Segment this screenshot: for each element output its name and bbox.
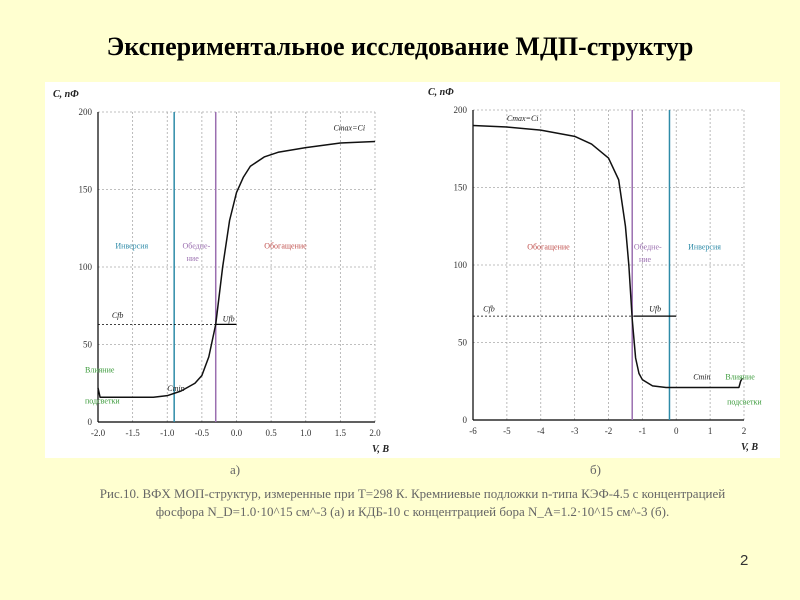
illumination-label-2: подсветки: [85, 396, 120, 405]
x-tick-label: -4: [537, 426, 545, 436]
uth-label: Ufb: [649, 305, 661, 314]
y-tick-label: 0: [463, 415, 468, 425]
y-tick-label: 50: [458, 338, 468, 348]
label-a: а): [230, 462, 241, 477]
region-depletion-2: ние: [639, 255, 652, 264]
illumination-label: Влияние: [85, 365, 115, 374]
region-depletion: Обедне-: [182, 241, 210, 250]
label-b: б): [590, 462, 601, 477]
caption-line-2: фосфора N_D=1.0·10^15 см^-3 (а) и КДБ-10…: [155, 504, 670, 519]
x-tick-label: 1: [708, 426, 713, 436]
region-depletion-2: ние: [187, 254, 200, 263]
cmin-label: Cmin: [693, 373, 710, 382]
region-depletion: Обедне-: [634, 243, 662, 252]
x-tick-label: 1.0: [300, 428, 312, 438]
x-axis-label: V, В: [372, 444, 389, 455]
x-tick-label: -5: [503, 426, 511, 436]
region-accumulation: Обогащение: [264, 241, 307, 250]
cv-charts: -2.0 -1.5 -1.0 -0.5 0.0 0.5 1.0 1.5 2.0050100150…: [53, 87, 762, 455]
x-tick-label: 1.5: [335, 428, 347, 438]
uth-label: Ufb: [223, 314, 235, 323]
y-tick-label: 100: [454, 260, 468, 270]
y-tick-label: 150: [454, 183, 468, 193]
figure: -2.0 -1.5 -1.0 -0.5 0.0 0.5 1.0 1.5 2.0 0 50 100 150…: [45, 82, 780, 458]
region-inversion: Инверсия: [115, 241, 148, 250]
cv-curve: [97, 140, 376, 398]
y-tick-label: 100: [79, 262, 93, 272]
x-tick-label: -2.0: [91, 428, 106, 438]
cth-label: Cfb: [483, 305, 495, 314]
x-tick-label: 0: [674, 426, 679, 436]
page-number: 2: [740, 552, 749, 569]
cv-curve: [472, 124, 743, 389]
x-axis-label: V, В: [741, 442, 758, 453]
x-tick-label: -1.5: [126, 428, 141, 438]
y-axis-label: C, пФ: [53, 89, 79, 100]
y-tick-label: 50: [83, 340, 93, 350]
slide-title: Экспериментальное исследование МДП-струк…: [106, 32, 694, 61]
x-tick-label: -6: [469, 426, 477, 436]
x-tick-label: -0.5: [195, 428, 210, 438]
y-tick-label: 0: [88, 417, 93, 427]
x-tick-label: 0.5: [266, 428, 278, 438]
cmax-label: Cmax=Ci: [333, 124, 365, 133]
illumination-label: Влияние: [725, 373, 755, 382]
x-tick-label: -3: [571, 426, 579, 436]
region-inversion: Инверсия: [688, 243, 721, 252]
y-tick-label: 200: [454, 105, 468, 115]
cmin-label: Cmin: [167, 384, 184, 393]
x-tick-label: 2: [742, 426, 747, 436]
x-tick-label: -2: [605, 426, 613, 436]
x-tick-label: -1.0: [160, 428, 175, 438]
y-axis-label: C, пФ: [428, 87, 454, 98]
region-accumulation: Обогащение: [527, 243, 570, 252]
x-tick-label: -1: [639, 426, 647, 436]
cth-label: Cfb: [112, 311, 124, 320]
caption-line-1: Рис.10. ВФХ МОП-структур, измеренные при…: [99, 486, 726, 501]
cmax-label: Cmax=Ci: [507, 114, 539, 123]
illumination-label-2: подсветки: [727, 398, 762, 407]
y-tick-label: 150: [79, 185, 93, 195]
y-tick-label: 200: [79, 107, 93, 117]
x-tick-label: 0.0: [231, 428, 243, 438]
x-tick-label: 2.0: [369, 428, 381, 438]
